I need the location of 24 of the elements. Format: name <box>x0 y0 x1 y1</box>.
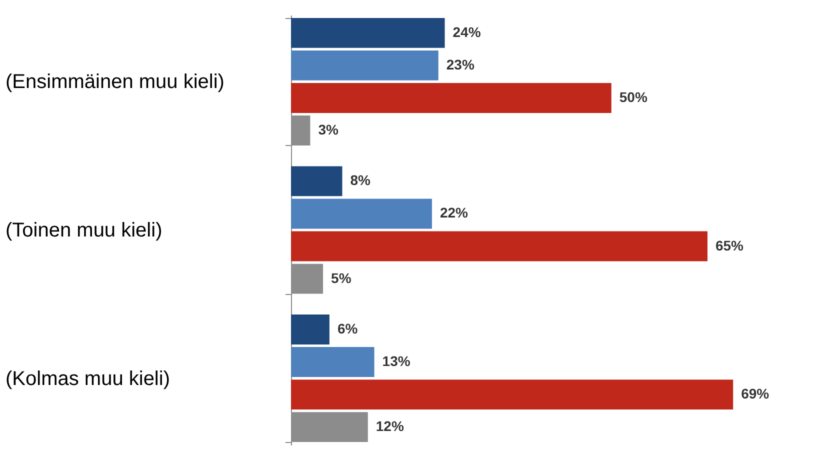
data-label: 12% <box>376 418 404 434</box>
data-label: 65% <box>715 237 744 254</box>
data-label: 8% <box>350 172 372 188</box>
data-label: 5% <box>331 270 352 286</box>
y-tick-label: (Ensimmäinen muu kieli) <box>6 71 224 94</box>
y-tick-label: (Kolmas muu kieli) <box>6 368 170 390</box>
data-label: 3% <box>318 122 340 138</box>
data-label: 13% <box>382 353 411 370</box>
bar <box>291 198 432 229</box>
data-label: 69% <box>741 386 770 402</box>
bar <box>291 231 708 262</box>
bar <box>291 166 342 196</box>
bar <box>291 380 734 410</box>
data-label: 24% <box>452 24 482 40</box>
bar <box>291 347 374 377</box>
bar <box>291 18 445 48</box>
bar <box>291 314 330 344</box>
y-tick-label: (Toinen muu kieli) <box>6 220 162 242</box>
bar <box>291 83 612 113</box>
data-label: 6% <box>337 320 358 336</box>
data-label: 50% <box>619 88 648 105</box>
data-label: 22% <box>440 204 469 221</box>
bar <box>291 50 438 80</box>
data-label: 23% <box>446 56 475 72</box>
